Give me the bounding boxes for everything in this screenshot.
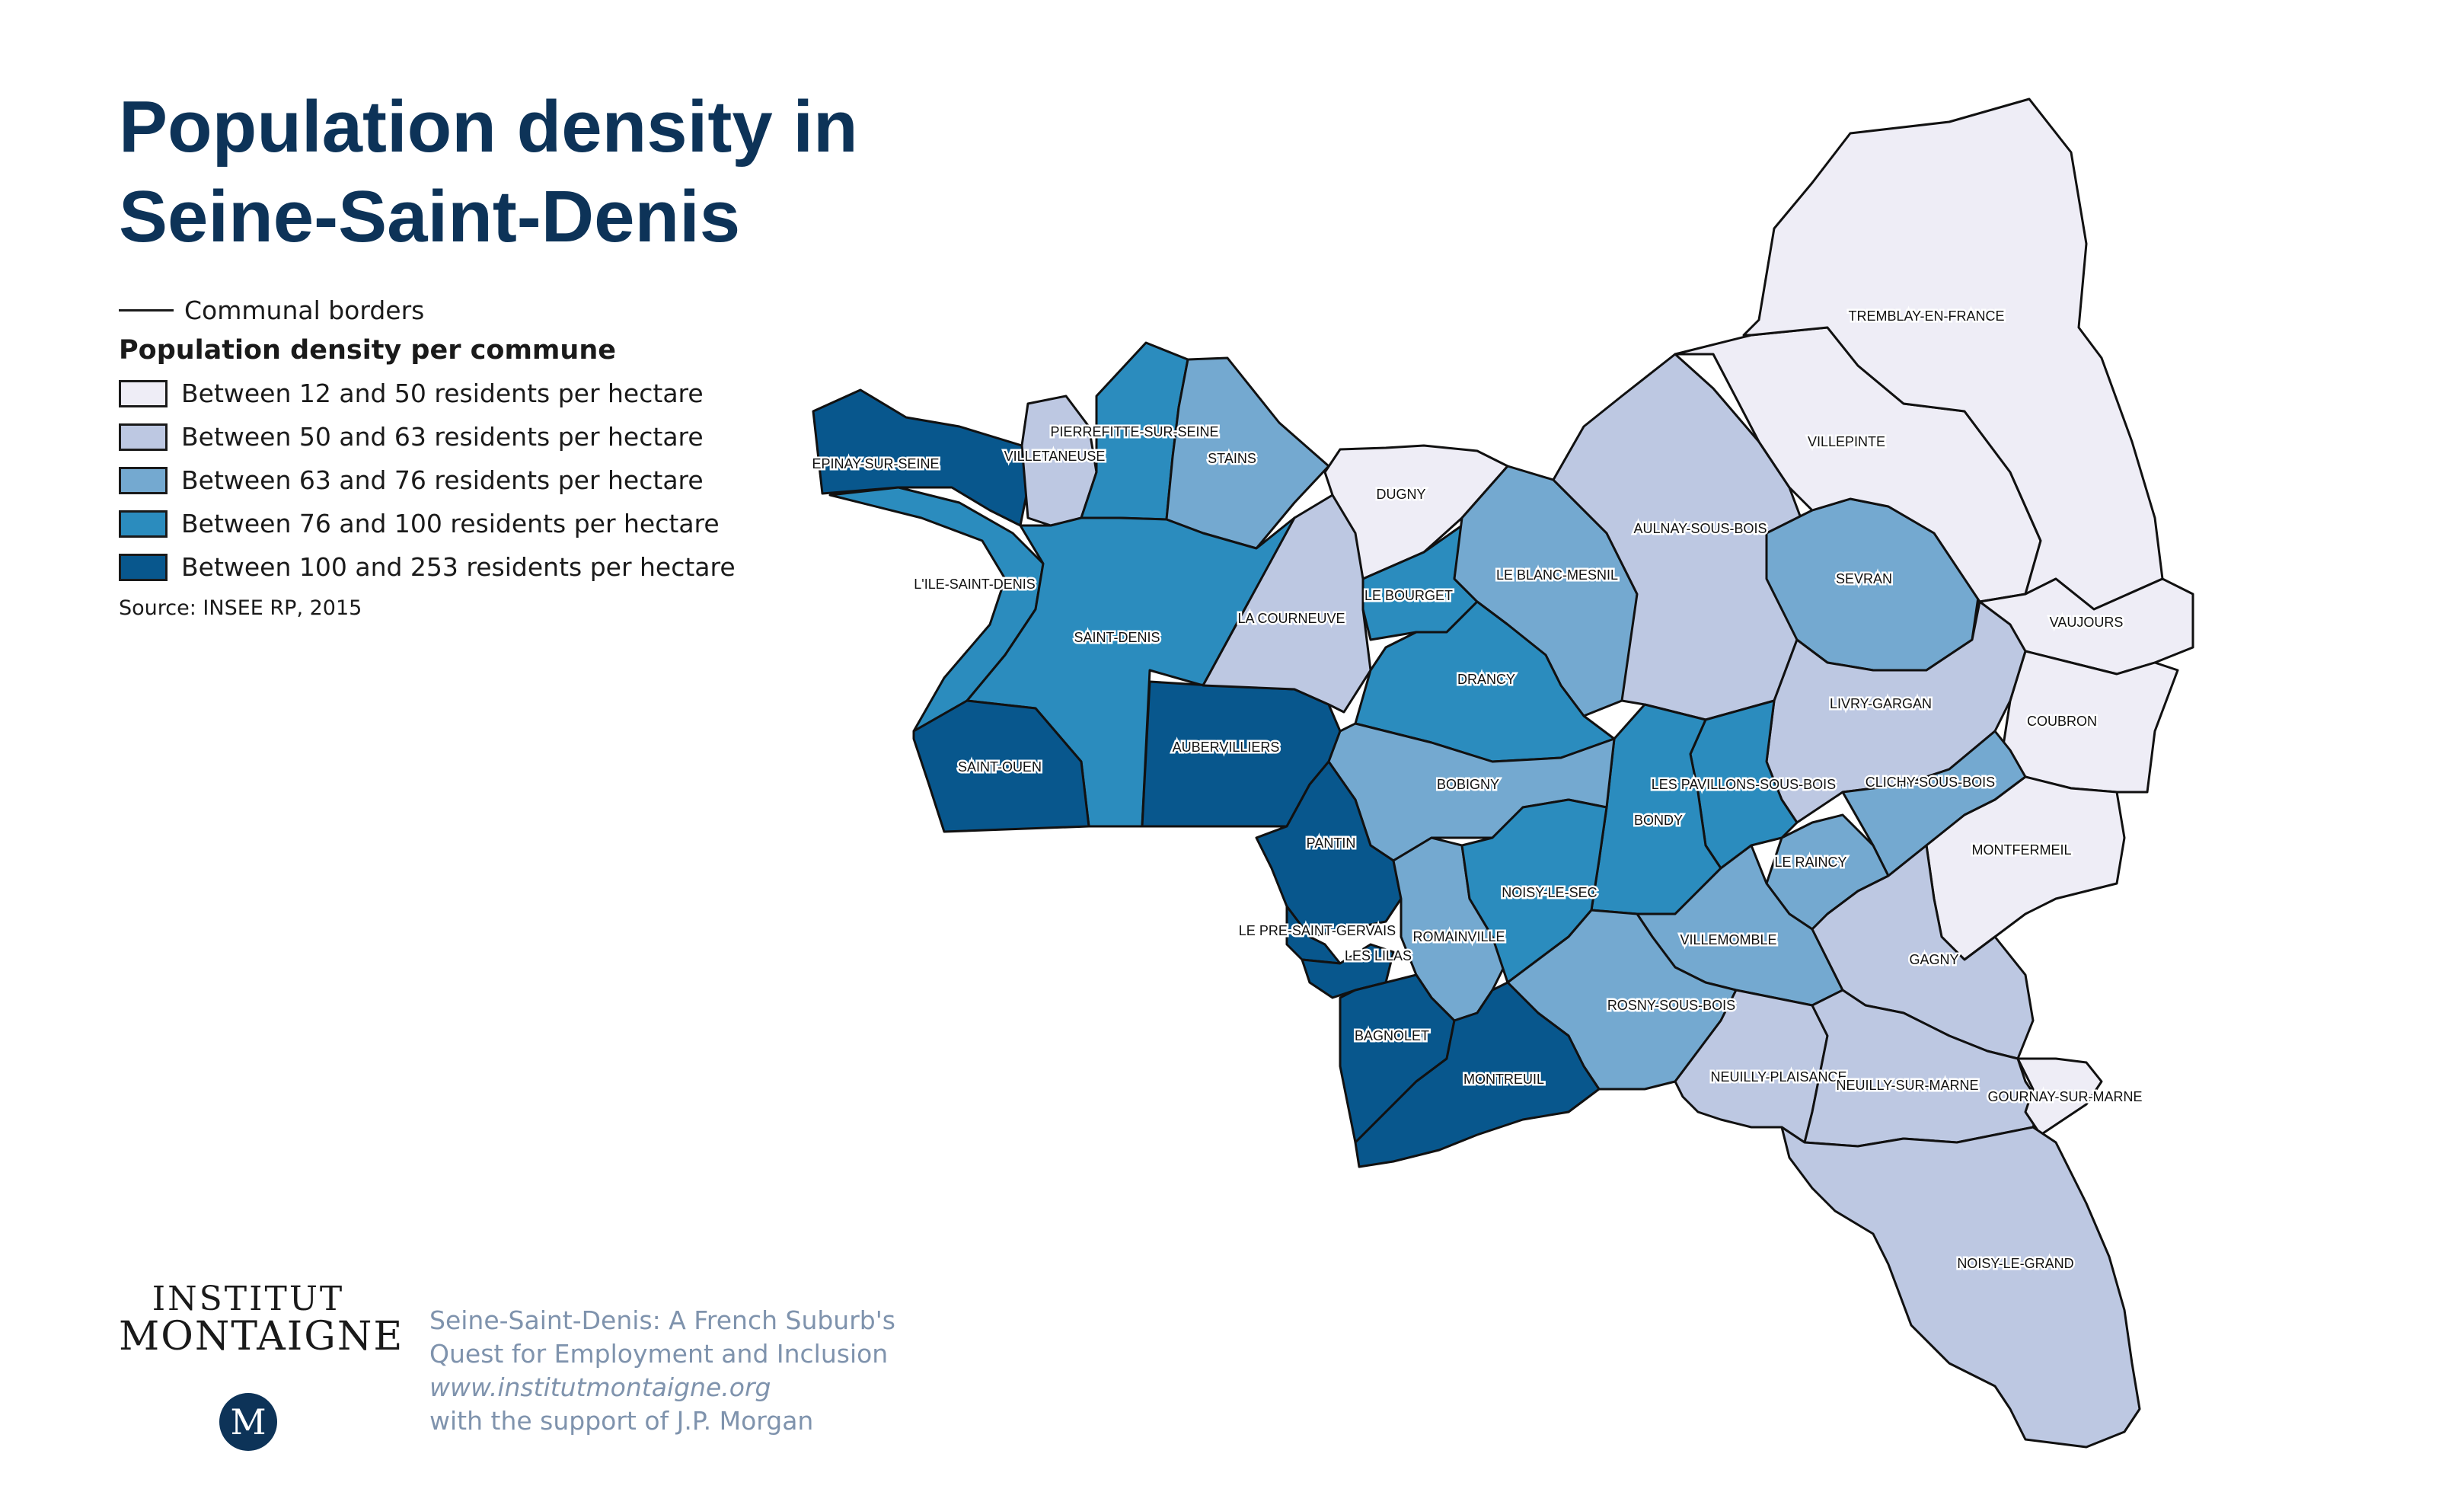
map-title: Population density in Seine-Saint-Denis [119, 82, 858, 262]
commune-label-gournay-sur-marne: GOURNAY-SUR-MARNE [1987, 1089, 2142, 1104]
commune-area-pantin[interactable] [1255, 760, 1403, 938]
commune-label-stains: STAINS [1208, 451, 1256, 466]
commune-label-noisy-le-sec: NOISY-LE-SEC [1502, 885, 1597, 900]
commune-label-neuilly-plaisance: NEUILLY-PLAISANCE [1710, 1069, 1846, 1085]
commune-label-pantin: PANTIN [1307, 835, 1356, 851]
commune-label-bagnolet: BAGNOLET [1355, 1028, 1429, 1043]
commune-area-gournay-sur-marne[interactable] [2016, 1057, 2103, 1136]
commune-label-pierrefitte-sur-seine: PIERREFITTE-SUR-SEINE [1050, 424, 1218, 439]
commune-label-sevran: SEVRAN [1836, 571, 1892, 586]
legend-swatch [119, 553, 168, 581]
commune-label-le-raincy: LE RAINCY [1774, 855, 1846, 870]
commune-label-saint-denis: SAINT-DENIS [1074, 630, 1160, 645]
legend-class-4: Between 100 and 253 residents per hectar… [119, 545, 736, 589]
commune-area-noisy-le-grand[interactable] [1780, 1126, 2141, 1449]
commune-label-vaujours: VAUJOURS [2050, 615, 2124, 630]
legend-swatch [119, 379, 168, 407]
legend-class-1: Between 50 and 63 residents per hectare [119, 415, 736, 458]
legend-swatch [119, 423, 168, 451]
brand-line-2: MONTAIGNE [119, 1314, 404, 1359]
credits-url-link[interactable]: www.institutmontaigne.org [429, 1372, 771, 1402]
commune-label-noisy-le-grand: NOISY-LE-GRAND [1957, 1256, 2073, 1271]
commune-label-neuilly-sur-marne: NEUILLY-SUR-MARNE [1836, 1078, 1978, 1093]
commune-label-rosny-sous-bois: ROSNY-SOUS-BOIS [1607, 998, 1735, 1013]
credits-line-1: Seine-Saint-Denis: A French Suburb's [429, 1305, 895, 1335]
institut-montaigne-brand: INSTITUT MONTAIGNE M [119, 1280, 404, 1451]
legend-swatch [119, 466, 168, 494]
legend-class-label: Between 50 and 63 residents per hectare [181, 422, 704, 452]
legend-class-label: Between 100 and 253 residents per hectar… [181, 552, 736, 582]
commune-label-villetaneuse: VILLETANEUSE [1004, 449, 1106, 464]
commune-label-le-pre-saint-gervais: LE PRE-SAINT-GERVAIS [1239, 923, 1396, 938]
commune-label-coubron: COUBRON [2027, 714, 2097, 729]
commune-label-montreuil: MONTREUIL [1463, 1072, 1544, 1087]
commune-label-livry-gargan: LIVRY-GARGAN [1830, 696, 1932, 711]
commune-label-villepinte: VILLEPINTE [1808, 434, 1885, 449]
montaigne-logo-icon: M [219, 1393, 277, 1451]
legend-class-3: Between 76 and 100 residents per hectare [119, 502, 736, 545]
commune-label-aulnay-sous-bois: AULNAY-SOUS-BOIS [1633, 521, 1767, 536]
legend-swatch [119, 510, 168, 538]
commune-area-tremblay-en-france[interactable] [1742, 97, 2164, 611]
commune-label-montfermeil: MONTFERMEIL [1971, 842, 2071, 858]
commune-label-tremblay-en-france: TREMBLAY-EN-FRANCE [1848, 308, 2004, 324]
legend: Communal borders Population density per … [119, 289, 736, 620]
credits-line-2: Quest for Employment and Inclusion [429, 1339, 889, 1369]
commune-area-saint-ouen[interactable] [912, 699, 1090, 833]
legend-heading: Population density per commune [119, 335, 616, 366]
title-line-1: Population density in [119, 86, 858, 168]
commune-label-la-courneuve: LA COURNEUVE [1237, 611, 1345, 626]
legend-class-2: Between 63 and 76 residents per hectare [119, 458, 736, 502]
credits-line-4: with the support of J.P. Morgan [429, 1406, 814, 1436]
legend-border-label: Communal borders [184, 295, 425, 325]
commune-label-saint-ouen: SAINT-OUEN [958, 759, 1042, 775]
commune-label-clichy-sous-bois: CLICHY-SOUS-BOIS [1866, 775, 1995, 790]
legend-border-entry: Communal borders [119, 289, 736, 331]
legend-class-0: Between 12 and 50 residents per hectare [119, 372, 736, 415]
commune-label-romainville: ROMAINVILLE [1412, 929, 1505, 944]
commune-label-villemomble: VILLEMOMBLE [1680, 932, 1776, 947]
commune-label-le-blanc-mesnil: LE BLANC-MESNIL [1496, 567, 1618, 583]
title-line-2: Seine-Saint-Denis [119, 176, 741, 257]
commune-label-bobigny: BOBIGNY [1437, 777, 1499, 792]
commune-label-gagny: GAGNY [1909, 952, 1958, 967]
commune-label-le-bourget: LE BOURGET [1364, 588, 1453, 603]
commune-label-drancy: DRANCY [1457, 672, 1515, 687]
credits: Seine-Saint-Denis: A French Suburb's Que… [429, 1304, 895, 1438]
commune-label-les-lilas: LES LILAS [1345, 948, 1412, 963]
legend-class-label: Between 12 and 50 residents per hectare [181, 379, 704, 408]
border-line-icon [119, 308, 174, 312]
commune-label-aubervilliers: AUBERVILLIERS [1173, 740, 1280, 755]
legend-class-label: Between 63 and 76 residents per hectare [181, 465, 704, 495]
commune-label-ile-saint-denis: L'ILE-SAINT-DENIS [914, 577, 1035, 592]
commune-label-epinay-sur-seine: EPINAY-SUR-SEINE [812, 456, 939, 471]
legend-class-label: Between 76 and 100 residents per hectare [181, 509, 720, 538]
brand-line-1: INSTITUT [152, 1280, 345, 1318]
commune-label-les-pavillons-sous-bois: LES PAVILLONS-SOUS-BOIS [1652, 777, 1836, 792]
commune-label-dugny: DUGNY [1376, 487, 1425, 502]
source-note: Source: INSEE RP, 2015 [119, 596, 362, 620]
commune-area-montreuil[interactable] [1354, 981, 1601, 1168]
commune-label-bondy: BONDY [1634, 813, 1683, 828]
